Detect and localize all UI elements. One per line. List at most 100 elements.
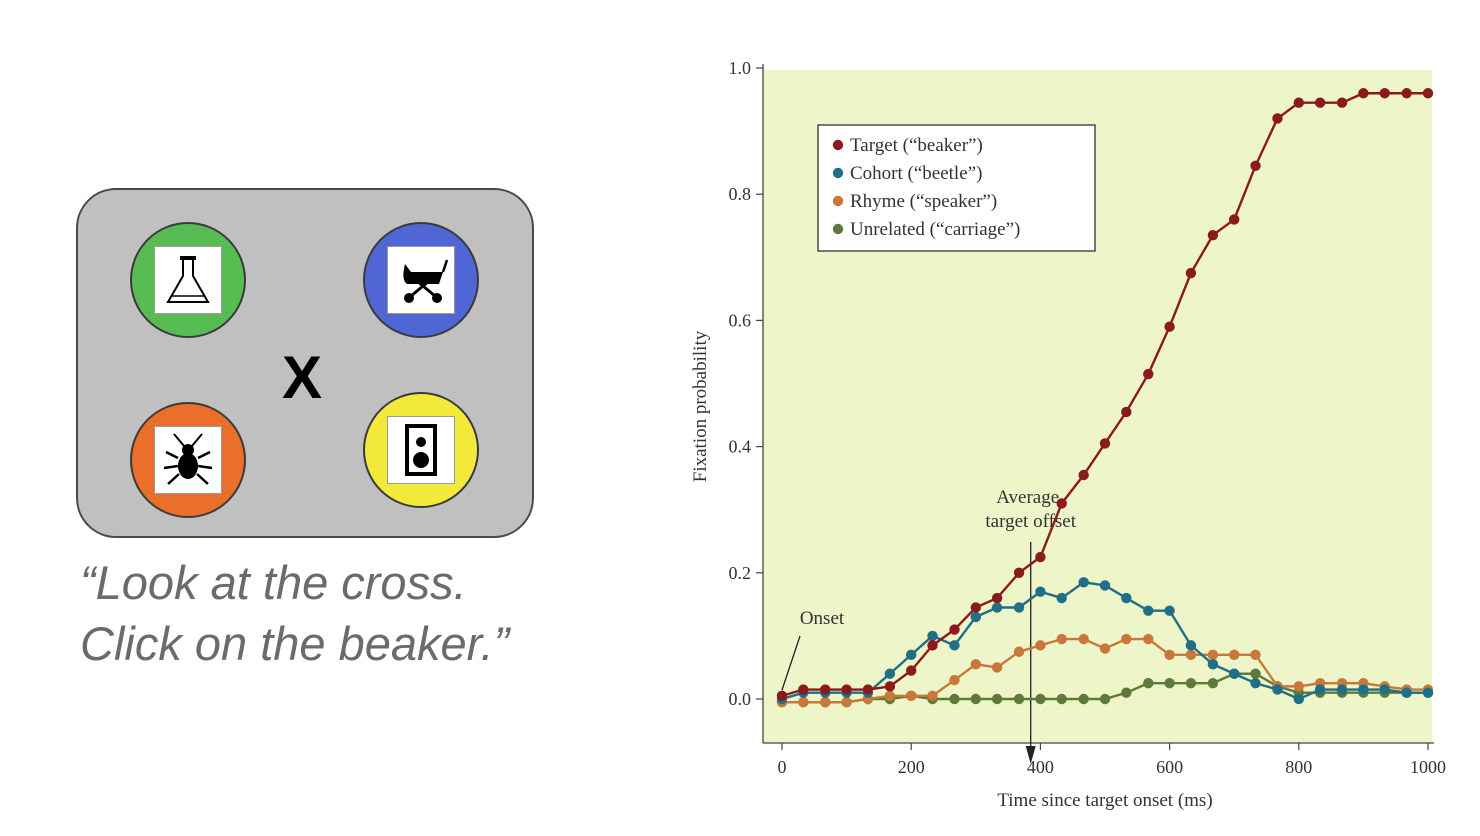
data-point <box>820 684 831 695</box>
x-tick-label: 200 <box>898 757 925 777</box>
data-point <box>884 690 896 702</box>
data-point <box>1185 678 1197 689</box>
offset-annotation-line2: target offset <box>985 511 1076 532</box>
data-point <box>884 681 896 692</box>
data-point <box>970 602 981 613</box>
data-point <box>1250 668 1261 679</box>
data-point <box>1336 97 1348 108</box>
data-point <box>927 690 938 702</box>
beaker-icon <box>166 256 210 303</box>
data-point <box>927 640 938 651</box>
data-point <box>949 624 960 635</box>
data-point <box>1013 646 1025 657</box>
data-point <box>1164 678 1175 689</box>
data-point <box>1121 633 1132 645</box>
data-point <box>1229 214 1240 225</box>
data-point <box>1293 97 1304 108</box>
data-point <box>1099 643 1111 654</box>
data-point <box>841 684 852 695</box>
data-point <box>991 662 1003 673</box>
stimulus-carriage[interactable] <box>363 222 479 338</box>
data-point <box>1185 267 1197 279</box>
x-tick-label: 600 <box>1156 757 1183 777</box>
data-point <box>1422 88 1434 99</box>
data-point <box>1422 687 1434 698</box>
data-point <box>1078 469 1089 481</box>
data-point <box>1013 693 1025 705</box>
data-point <box>1379 88 1390 99</box>
data-point <box>1207 649 1219 661</box>
data-point <box>1379 684 1390 695</box>
legend-marker <box>832 195 844 207</box>
data-point <box>1164 321 1175 332</box>
legend-box <box>817 124 1096 252</box>
x-tick-label: 800 <box>1285 757 1312 777</box>
instruction-line-2: Click on the beaker.” <box>80 617 510 670</box>
y-tick-label: 0.8 <box>729 184 752 204</box>
data-point <box>1185 640 1197 651</box>
data-point <box>949 674 960 686</box>
data-point <box>1229 649 1240 661</box>
speaker-tile <box>387 416 455 484</box>
data-point <box>820 696 831 708</box>
instruction-line-1: “Look at the cross. <box>80 556 467 609</box>
data-point <box>1013 567 1025 578</box>
x-axis-label: Time since target onset (ms) <box>997 790 1212 811</box>
data-point <box>1078 633 1089 645</box>
legend-label: Target (“beaker”) <box>850 135 983 156</box>
data-point <box>1207 659 1219 670</box>
data-point <box>1207 230 1219 241</box>
legend-label: Cohort (“beetle”) <box>850 163 982 184</box>
data-point <box>991 592 1003 604</box>
data-point <box>949 640 960 651</box>
legend-marker <box>832 139 844 151</box>
data-point <box>1143 678 1154 689</box>
data-point <box>1336 684 1348 695</box>
data-point <box>1099 693 1111 705</box>
offset-arrow-head <box>1025 746 1036 764</box>
data-point <box>1099 580 1111 591</box>
data-point <box>1143 605 1154 616</box>
speaker-icon <box>405 424 437 476</box>
data-point <box>906 665 917 676</box>
data-point <box>1035 640 1046 651</box>
data-point <box>1143 633 1154 645</box>
data-point <box>1293 681 1304 692</box>
legend-label: Rhyme (“speaker”) <box>850 191 997 212</box>
data-point <box>1143 368 1154 380</box>
stimulus-beetle[interactable] <box>130 402 246 518</box>
data-point <box>970 659 981 670</box>
data-point <box>949 693 960 705</box>
y-tick-label: 0.0 <box>729 689 752 709</box>
beetle-icon <box>163 433 213 485</box>
data-point <box>1250 649 1261 661</box>
stimulus-beaker[interactable] <box>130 222 246 338</box>
data-point <box>1185 649 1197 661</box>
data-point <box>1207 678 1219 689</box>
data-point <box>1099 438 1111 449</box>
data-point <box>1121 406 1132 418</box>
data-point <box>1035 551 1046 563</box>
onset-pointer-line <box>781 635 801 691</box>
carriage-icon <box>403 259 449 303</box>
data-point <box>1056 498 1067 509</box>
data-point <box>970 611 981 623</box>
data-point <box>970 693 981 705</box>
data-point <box>1272 684 1283 695</box>
y-tick-label: 0.2 <box>729 563 752 583</box>
y-tick-label: 0.6 <box>729 310 752 330</box>
data-point <box>1401 88 1412 99</box>
x-tick-label: 0 <box>778 757 787 777</box>
data-point <box>1035 693 1046 705</box>
data-point <box>1164 605 1175 616</box>
data-point <box>1056 693 1067 705</box>
data-point <box>798 696 809 708</box>
data-point <box>1250 678 1261 689</box>
data-point <box>906 649 917 661</box>
data-point <box>1358 88 1369 99</box>
data-point <box>1056 592 1067 604</box>
data-point <box>862 684 874 695</box>
stimulus-speaker[interactable] <box>363 392 479 508</box>
series-0 <box>776 88 1434 702</box>
data-point <box>1358 684 1369 695</box>
